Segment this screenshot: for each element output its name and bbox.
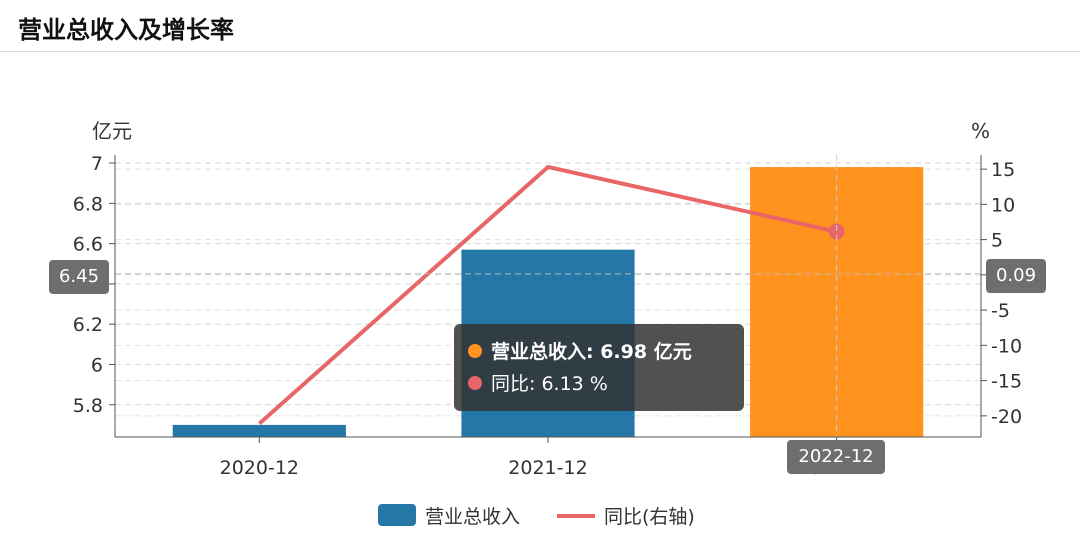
tooltip-revenue-row: 营业总收入: 6.98 亿元 — [468, 336, 730, 368]
tooltip-revenue-text: 营业总收入: 6.98 亿元 — [491, 341, 692, 363]
right-axis-unit: % — [971, 119, 990, 143]
yoy-line-path[interactable] — [258, 164, 838, 426]
yoy-point-highlight[interactable] — [828, 223, 845, 240]
header: 营业总收入及增长率 — [0, 0, 1080, 52]
right-tick-label: -20 — [991, 406, 1022, 428]
legend-line-label[interactable]: 同比(右轴) — [604, 506, 695, 528]
left-tick-label: 6.8 — [73, 193, 103, 215]
bar-2022-12[interactable] — [750, 167, 924, 438]
right-tick-label: -5 — [991, 300, 1010, 322]
yoy-dot-icon — [468, 375, 482, 390]
left-tick-label: 6.2 — [73, 314, 103, 336]
x-tick-label: 2021-12 — [508, 457, 587, 479]
page-title: 营业总收入及增长率 — [18, 16, 234, 44]
legend-bar-label[interactable]: 营业总收入 — [425, 506, 520, 528]
yoy-line[interactable] — [258, 164, 845, 426]
left-tick-label: 5.8 — [73, 395, 103, 417]
legend-bar-swatch[interactable] — [378, 504, 416, 526]
right-tick-label: 10 — [991, 194, 1015, 216]
right-tick-label: -15 — [991, 371, 1022, 393]
right-axis-pointer-label: 0.09 — [986, 259, 1046, 293]
left-tick-label: 7 — [91, 153, 103, 175]
right-tick-label: -10 — [991, 335, 1022, 357]
legend[interactable]: 营业总收入 同比(右轴) — [378, 504, 695, 528]
left-axis-unit: 亿元 — [92, 119, 132, 143]
left-tick-label: 6.6 — [73, 234, 103, 256]
left-axis-pointer-label: 6.45 — [49, 260, 109, 294]
tooltip-yoy-text: 同比: 6.13 % — [491, 373, 608, 395]
x-tick-label: 2020-12 — [220, 457, 299, 479]
right-tick-label: 15 — [991, 159, 1015, 181]
right-tick-label: 5 — [991, 230, 1003, 252]
x-axis-pointer-label: 2022-12 — [787, 440, 885, 474]
tooltip: 营业总收入: 6.98 亿元 同比: 6.13 % — [454, 324, 744, 411]
left-tick-label: 6 — [91, 354, 103, 376]
bar-2020-12[interactable] — [172, 424, 346, 437]
revenue-dot-icon — [468, 343, 482, 358]
tooltip-yoy-row: 同比: 6.13 % — [468, 368, 730, 400]
